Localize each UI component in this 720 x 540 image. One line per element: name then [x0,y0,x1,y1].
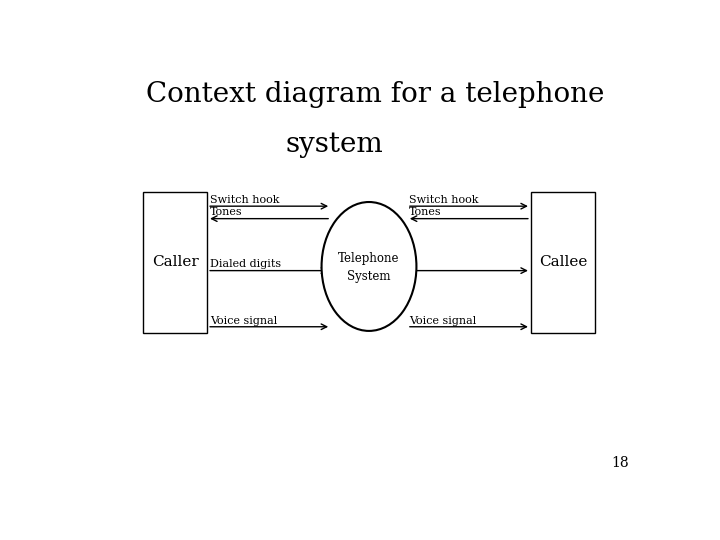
Text: Tones: Tones [210,207,243,218]
Ellipse shape [322,202,416,331]
Text: Tones: Tones [409,207,442,218]
Text: Dialed digits: Dialed digits [210,259,281,269]
Text: Caller: Caller [152,255,199,269]
Text: system: system [285,131,383,158]
Text: Voice signal: Voice signal [409,315,477,326]
Text: Voice signal: Voice signal [210,315,277,326]
Text: Switch hook: Switch hook [210,195,279,205]
Text: System: System [347,271,391,284]
Text: Context diagram for a telephone: Context diagram for a telephone [145,82,604,109]
Text: 18: 18 [611,456,629,470]
Bar [531,192,595,333]
Bar [143,192,207,333]
Text: Switch hook: Switch hook [409,195,479,205]
Text: Callee: Callee [539,255,587,269]
Text: Telephone: Telephone [338,253,400,266]
